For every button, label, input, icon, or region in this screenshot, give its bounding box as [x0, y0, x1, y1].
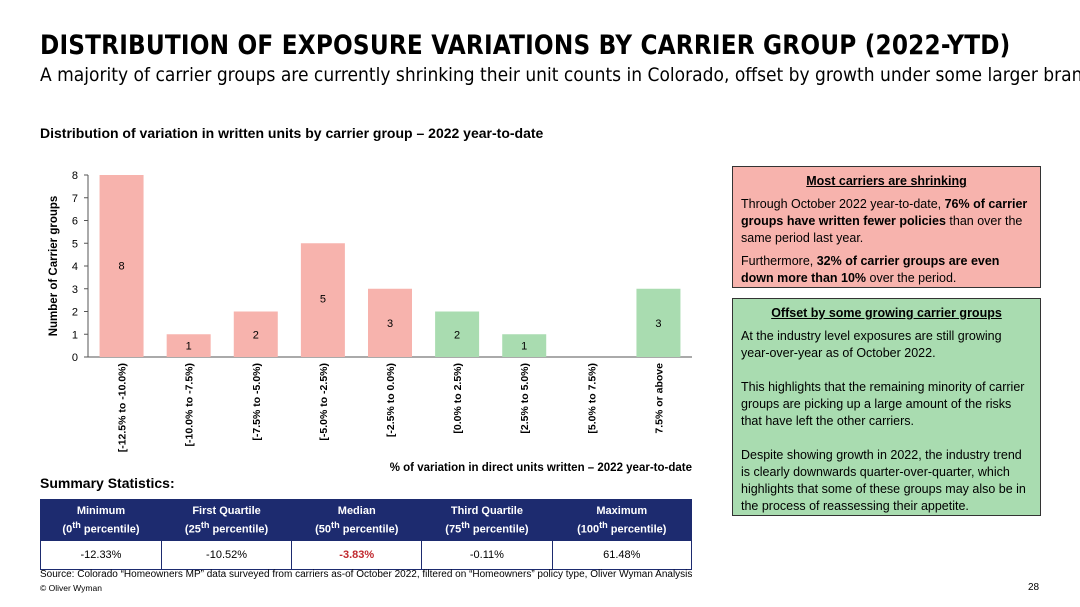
callout-growing-paragraph-3: Despite showing growth in 2022, the indu… — [741, 448, 1026, 513]
source-note: Source: Colorado “Homeowners MP” data su… — [40, 569, 693, 580]
page-number: 28 — [1028, 582, 1040, 593]
summary-header-first-quartile: First Quartile (25th percentile) — [160, 499, 293, 541]
data-label: 1 — [521, 341, 527, 353]
callout-shrinking-paragraph-2: Furthermore, 32% of carrier groups are e… — [741, 254, 1000, 285]
y-tick-label: 3 — [72, 284, 78, 296]
bar-chart: 0 1 2 3 4 5 6 7 8 Number of Carrier groups 8 [-12.5… — [48, 170, 692, 474]
copyright: © Oliver Wyman — [40, 583, 102, 593]
data-label: 1 — [186, 341, 192, 353]
y-tick-label: 2 — [72, 307, 78, 319]
y-axis-label: Number of Carrier groups — [48, 196, 60, 337]
data-label: 3 — [655, 318, 661, 330]
data-label: 3 — [387, 318, 393, 330]
x-axis-label: % of variation in direct units written –… — [390, 462, 692, 474]
y-tick-label: 0 — [72, 352, 78, 364]
page-subtitle: A majority of carrier groups are current… — [40, 64, 1080, 86]
y-tick-label: 5 — [72, 238, 78, 250]
data-label: 2 — [454, 329, 460, 341]
bar — [502, 334, 547, 357]
bar — [435, 311, 480, 357]
summary-value-first-quartile: -10.52% — [160, 540, 293, 570]
summary-header-maximum: Maximum (100th percentile) — [551, 499, 693, 541]
data-label: 8 — [118, 261, 124, 273]
summary-header-third-quartile: Third Quartile (75th percentile) — [421, 499, 553, 541]
summary-value-median: -3.83% — [291, 540, 423, 570]
bar — [233, 311, 278, 357]
x-tick-label: 7.5% or above — [653, 363, 665, 434]
callout-growing-heading: Offset by some growing carrier groups — [771, 306, 1002, 320]
page-title: DISTRIBUTION OF EXPOSURE VARIATIONS BY C… — [40, 30, 1011, 61]
summary-value-row: -12.33% -10.52% -3.83% -0.11% 61.48% — [40, 540, 693, 570]
callout-shrinking: Most carriers are shrinking Through Octo… — [732, 166, 1041, 288]
bar — [300, 243, 345, 357]
summary-header-median: Median (50th percentile) — [291, 499, 423, 541]
x-tick-label: [2.5% to 5.0%) — [519, 363, 531, 434]
x-tick-label: [-12.5% to -10.0%) — [117, 363, 129, 452]
callout-growing-paragraph-1: At the industry level exposures are stil… — [741, 329, 1002, 360]
x-tick-label: [-2.5% to 0.0%) — [385, 363, 397, 437]
y-tick-label: 8 — [72, 170, 78, 182]
x-tick-label: [-10.0% to -7.5%) — [184, 363, 196, 446]
y-tick-label: 1 — [72, 329, 78, 341]
bar — [368, 288, 412, 357]
data-label: 5 — [320, 293, 326, 305]
x-tick-label: [-7.5% to -5.0%) — [251, 363, 263, 441]
summary-table: Minimum (0th percentile) First Quartile (2… — [40, 499, 693, 570]
callout-growing: Offset by some growing carrier groups At… — [732, 298, 1041, 516]
callout-shrinking-paragraph-1: Through October 2022 year-to-date, 76% o… — [741, 197, 1028, 245]
callout-growing-paragraph-2: This highlights that the remaining minor… — [741, 380, 1025, 428]
y-tick-label: 6 — [72, 216, 78, 228]
x-tick-label: [0.0% to 2.5%) — [452, 363, 464, 434]
data-label: 2 — [253, 329, 259, 341]
summary-value-third-quartile: -0.11% — [421, 540, 553, 570]
y-tick-label: 7 — [72, 193, 78, 205]
y-tick-label: 4 — [72, 261, 78, 273]
summary-value-minimum: -12.33% — [40, 540, 162, 570]
summary-header-row: Minimum (0th percentile) First Quartile (2… — [40, 499, 693, 541]
bar — [166, 334, 211, 357]
summary-header-minimum: Minimum (0th percentile) — [40, 499, 162, 541]
callout-shrinking-heading: Most carriers are shrinking — [806, 174, 967, 188]
summary-value-maximum: 61.48% — [551, 540, 693, 570]
x-tick-label: [-5.0% to -2.5%) — [318, 363, 330, 441]
summary-title: Summary Statistics: — [40, 475, 175, 491]
bar — [99, 175, 144, 357]
bar — [636, 288, 681, 357]
x-tick-label: [5.0% to 7.5%) — [586, 363, 598, 434]
chart-title: Distribution of variation in written uni… — [40, 125, 544, 141]
